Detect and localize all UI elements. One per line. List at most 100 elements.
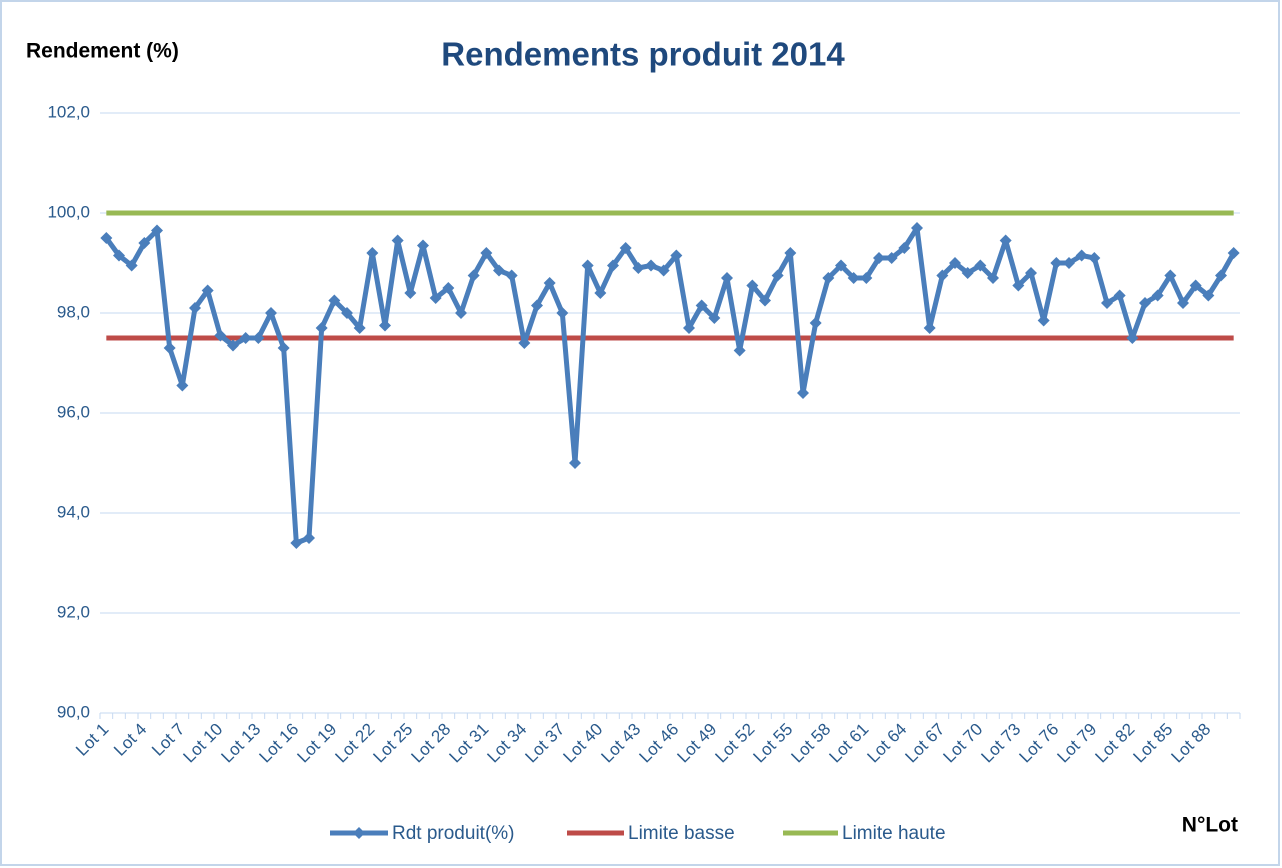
data-point	[1202, 289, 1215, 302]
data-point	[100, 232, 113, 244]
x-axis-title: N°Lot	[1182, 814, 1238, 837]
data-point	[543, 277, 556, 289]
data-point	[391, 234, 404, 247]
data-point	[1151, 289, 1164, 302]
y-tick-label: 90,0	[57, 702, 90, 721]
data-point	[987, 272, 999, 284]
data-point	[379, 319, 391, 332]
data-point	[1050, 257, 1063, 269]
data-point	[708, 312, 721, 324]
legend-label: Limite haute	[842, 823, 946, 844]
data-point	[835, 259, 847, 272]
data-point	[201, 284, 214, 297]
data-point	[417, 239, 429, 252]
y-tick-label: 102,0	[47, 102, 90, 121]
data-point	[1139, 297, 1151, 309]
data-point	[999, 234, 1012, 247]
data-point	[607, 259, 619, 272]
data-point	[1012, 279, 1025, 292]
data-point	[670, 249, 683, 262]
data-point	[809, 317, 822, 329]
y-axis-title: Rendement (%)	[26, 40, 179, 63]
data-point	[1215, 269, 1227, 282]
data-point	[227, 339, 239, 352]
data-point	[480, 247, 493, 259]
data-point	[594, 287, 607, 299]
data-point	[632, 262, 645, 274]
data-point	[936, 269, 949, 282]
data-point	[531, 299, 543, 312]
data-point	[303, 532, 315, 544]
data-point	[328, 294, 341, 307]
data-point	[429, 292, 442, 304]
legend-label: Rdt produit(%)	[392, 823, 515, 844]
data-point	[556, 307, 569, 319]
y-tick-label: 96,0	[57, 402, 90, 421]
data-point	[163, 342, 176, 354]
data-point	[771, 269, 784, 282]
data-point	[265, 307, 277, 319]
data-point	[822, 272, 835, 284]
series-line	[104, 225, 1236, 546]
data-point	[366, 247, 379, 259]
data-point	[923, 322, 936, 334]
data-point	[746, 279, 759, 292]
data-point	[645, 259, 657, 272]
legend-marker	[353, 827, 365, 839]
data-point	[797, 387, 809, 399]
data-point	[847, 272, 860, 284]
data-point	[784, 247, 797, 259]
data-point	[189, 302, 201, 314]
data-point	[341, 307, 353, 319]
data-point	[885, 252, 898, 264]
data-point	[974, 259, 987, 272]
data-point	[1126, 332, 1139, 344]
data-point	[315, 322, 328, 334]
data-point	[239, 332, 252, 344]
data-point	[569, 457, 581, 469]
data-point	[733, 344, 746, 357]
data-point	[1037, 314, 1050, 327]
data-point	[1113, 289, 1126, 302]
data-point	[961, 267, 974, 279]
data-point	[1227, 247, 1240, 259]
data-point	[911, 222, 923, 234]
data-point	[1189, 279, 1202, 292]
y-tick-label: 100,0	[47, 202, 90, 221]
legend-label: Limite basse	[628, 823, 735, 844]
chart-title: Rendements produit 2014	[441, 36, 845, 73]
data-point	[1101, 297, 1113, 309]
data-point	[1164, 269, 1177, 282]
data-point	[277, 342, 290, 354]
data-point	[759, 294, 771, 307]
data-point	[1088, 252, 1101, 264]
data-point	[467, 269, 480, 282]
data-point	[505, 269, 518, 282]
data-point	[151, 224, 163, 237]
data-point	[252, 332, 265, 344]
data-point	[949, 257, 961, 269]
data-point	[1063, 257, 1075, 269]
data-point	[442, 282, 455, 294]
data-point	[1025, 267, 1037, 279]
data-point	[1177, 297, 1189, 309]
data-point	[493, 264, 505, 277]
data-point	[125, 259, 138, 272]
data-point	[353, 322, 366, 334]
data-point	[404, 287, 417, 299]
data-point	[518, 337, 531, 349]
data-point	[657, 264, 670, 277]
data-point	[138, 237, 151, 249]
data-point	[860, 272, 873, 284]
data-point	[581, 259, 594, 272]
data-point	[683, 322, 695, 334]
y-tick-label: 92,0	[57, 602, 90, 621]
y-tick-label: 98,0	[57, 302, 90, 321]
data-point	[721, 272, 733, 284]
data-point	[455, 307, 467, 319]
data-point	[695, 299, 708, 312]
data-point	[176, 379, 189, 392]
data-point	[873, 252, 885, 264]
